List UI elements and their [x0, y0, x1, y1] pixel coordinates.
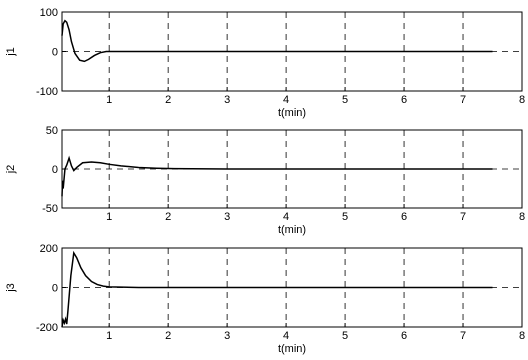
x-tick-label: 3	[224, 330, 230, 342]
x-tick-label: 6	[401, 330, 407, 342]
x-tick-label: 2	[165, 94, 171, 106]
x-tick-label: 3	[224, 211, 230, 223]
y-axis-label: j2	[5, 165, 17, 175]
y-tick-label: 0	[52, 164, 58, 176]
y-tick-label: -100	[36, 86, 58, 98]
y-tick-label: -50	[42, 203, 58, 215]
series-line-j1	[61, 19, 493, 63]
y-axis-label: j1	[5, 47, 17, 57]
y-tick-label: -200	[36, 322, 58, 334]
x-tick-label: 7	[460, 330, 466, 342]
x-tick-label: 8	[519, 330, 525, 342]
x-tick-label: 1	[106, 211, 112, 223]
x-tick-label: 7	[460, 94, 466, 106]
x-tick-label: 4	[283, 211, 289, 223]
x-tick-label: 8	[519, 94, 525, 106]
y-tick-label: 200	[40, 243, 58, 255]
subplot-1: 1 2 3 4 5 6 7 8 -100 0 100 t(min) j1	[5, 7, 525, 119]
y-tick-label: 0	[52, 283, 58, 295]
x-tick-label: 6	[401, 211, 407, 223]
series-line-j3	[61, 250, 493, 328]
x-axis-label: t(min)	[278, 224, 306, 236]
x-tick-label: 1	[106, 94, 112, 106]
x-tick-label: 7	[460, 211, 466, 223]
x-tick-label: 2	[165, 330, 171, 342]
x-tick-label: 5	[342, 94, 348, 106]
x-tick-label: 6	[401, 94, 407, 106]
y-tick-label: 0	[52, 47, 58, 59]
x-tick-label: 4	[283, 330, 289, 342]
series-line-j2	[61, 155, 493, 197]
x-tick-label: 2	[165, 211, 171, 223]
x-tick-label: 8	[519, 211, 525, 223]
x-tick-label: 1	[106, 330, 112, 342]
x-tick-label: 5	[342, 330, 348, 342]
x-tick-label: 4	[283, 94, 289, 106]
y-tick-label: 100	[40, 7, 58, 19]
x-axis-label: t(min)	[278, 107, 306, 119]
x-tick-label: 5	[342, 211, 348, 223]
subplot-3: 1 2 3 4 5 6 7 8 -200 0 200 t(min) j3	[5, 243, 525, 355]
subplot-2: 1 2 3 4 5 6 7 8 -50 0 50 t(min) j2	[5, 125, 525, 236]
y-tick-label: 50	[46, 125, 58, 137]
x-axis-label: t(min)	[278, 343, 306, 355]
y-axis-label: j3	[5, 283, 17, 293]
x-tick-label: 3	[224, 94, 230, 106]
